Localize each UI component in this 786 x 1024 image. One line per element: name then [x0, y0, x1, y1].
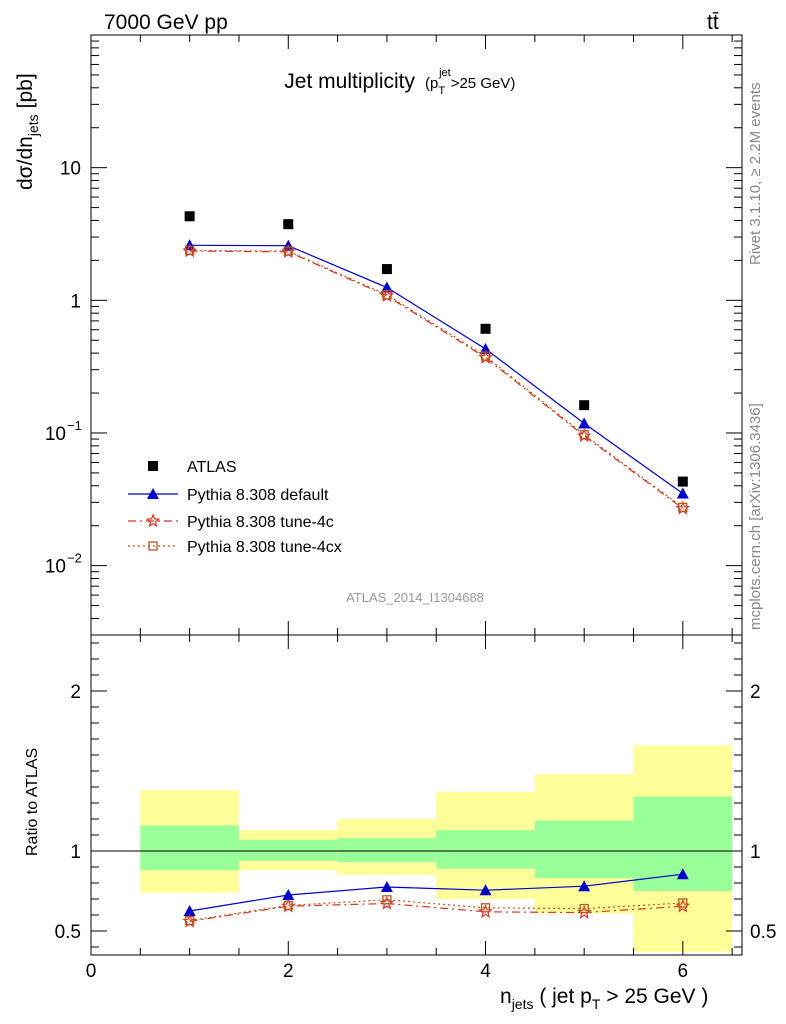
ratio-y-axis-label: Ratio to ATLAS [24, 748, 41, 856]
y-tick-label-exponent: −2 [67, 551, 82, 566]
ratio-point-default [282, 889, 295, 900]
legend-label-data: ATLAS [187, 459, 237, 476]
point-tune4cx [480, 351, 491, 361]
series-line-tune4cx [189, 249, 684, 508]
x-tick-label: 0 [86, 961, 97, 982]
ratio-point-default [479, 884, 492, 896]
point-default [578, 417, 591, 429]
ratio-point-tune4cx [579, 903, 589, 914]
point-data [283, 219, 294, 230]
ratio-point-default [183, 905, 196, 916]
side-site-label: mcplots.cern.ch [arXiv:1306.3436] [747, 403, 764, 630]
uncertainty-band-inner [337, 838, 437, 863]
ratio-point-tune4cx [480, 903, 491, 913]
ratio-y-tick-label: 2 [70, 682, 81, 703]
point-data [677, 476, 688, 487]
side-version-label: Rivet 3.1.10, ≥ 2.2M events [747, 83, 764, 266]
x-tick-label: 2 [283, 961, 294, 982]
ratio-y-tick-label-right: 0.5 [750, 922, 776, 943]
uncertainty-band-inner [534, 820, 634, 879]
point-tune4cx [678, 502, 688, 513]
analysis-id-label: ATLAS_2014_I1304688 [346, 590, 484, 605]
y-tick-label: 1 [70, 291, 81, 312]
y-tick-label: 10 [45, 557, 66, 578]
point-data [381, 264, 392, 275]
x-axis-label: njets ( jet pT > 25 GeV ) [500, 985, 708, 1012]
chart-title: Jet multiplicity [284, 70, 415, 93]
legend-label-tune4c: Pythia 8.308 tune-4c [187, 514, 334, 531]
x-tick-label: 4 [480, 961, 491, 982]
ratio-point-tune4cx [283, 900, 293, 911]
point-default [380, 281, 393, 293]
legend-marker-tune4c [145, 513, 161, 528]
ratio-point-default [380, 881, 393, 892]
point-tune4cx [283, 246, 293, 256]
legend-marker-tune4cx [148, 541, 158, 551]
x-tick-label: 6 [678, 961, 689, 982]
point-tune4cx [184, 245, 195, 256]
ratio-line-tune4c [189, 902, 683, 922]
uncertainty-band-inner [436, 830, 535, 869]
ratio-point-tune4cx [382, 895, 392, 905]
legend-label-default: Pythia 8.308 default [187, 487, 329, 504]
point-default [479, 342, 492, 354]
energy-label: 7000 GeV pp [104, 11, 228, 34]
y-tick-label-exponent: −1 [67, 418, 82, 433]
uncertainty-band-inner [140, 825, 239, 871]
ratio-point-tune4cx [678, 898, 688, 908]
point-data [480, 323, 491, 334]
ratio-y-tick-label-right: 2 [750, 682, 761, 703]
series-line-default [189, 244, 684, 494]
chart-title-subscript: (pTjet>25 GeV) [425, 67, 515, 97]
ratio-panel-frame [90, 634, 743, 956]
legend-marker-default [147, 488, 159, 499]
legend-label-tune4cx: Pythia 8.308 tune-4cx [187, 539, 342, 556]
point-tune4cx [382, 290, 392, 300]
series-line-tune4c [189, 250, 684, 509]
ratio-y-tick-label-right: 1 [750, 842, 761, 863]
point-default [676, 487, 689, 499]
y-axis-label: dσ/dnjets[pb] [14, 73, 41, 190]
uncertainty-band-inner [238, 839, 338, 861]
y-tick-label: 10 [60, 159, 81, 180]
ratio-panel: 0.5 0.5 1 1 2 2 0 2 4 6 Ratio to ATLAS njets ( je… [24, 634, 776, 1012]
ratio-point-default [578, 880, 591, 892]
ratio-y-tick-label: 1 [70, 842, 81, 863]
point-tune4cx [579, 430, 589, 440]
ratio-line-default [189, 873, 683, 912]
point-data [579, 400, 590, 411]
legend-marker-data [148, 461, 158, 471]
ratio-y-tick-label: 0.5 [55, 922, 81, 943]
ratio-point-tune4cx [184, 915, 195, 926]
y-tick-label: 10 [45, 424, 66, 445]
process-label: tt̄ [707, 11, 719, 34]
ratio-point-default [676, 868, 689, 880]
point-data [184, 211, 195, 222]
legend: ATLAS Pythia 8.308 default Pythia 8.308 tu… [128, 459, 342, 556]
